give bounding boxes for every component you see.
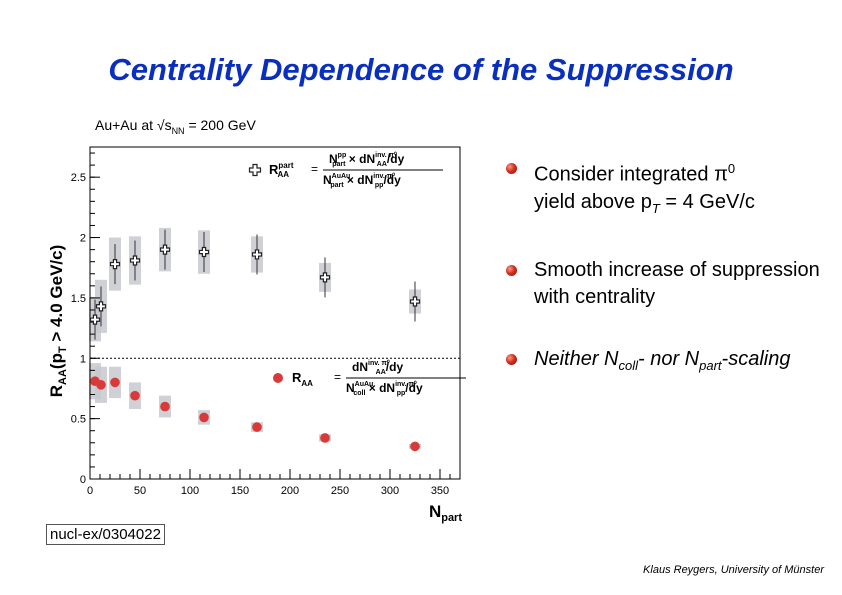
x-axis-label: Npart [429,502,462,524]
y-tick-label: 2.5 [71,172,86,184]
ncoll-marker [160,401,170,412]
legend-npart-marker [248,163,262,177]
ncoll-marker [252,422,262,432]
ncoll-marker [96,380,106,390]
npart-marker [319,272,331,283]
x-tick-label: 150 [231,485,249,497]
npart-marker [409,296,421,307]
y-tick-label: 1 [80,353,86,365]
x-tick-label: 250 [331,485,349,497]
npart-marker [109,259,121,270]
npart-marker [95,301,107,312]
x-tick-label: 200 [281,485,299,497]
bullet-dot-icon [506,163,517,174]
legend-equals: = [311,162,318,176]
x-tick-label: 50 [134,485,146,497]
npart-marker [89,314,101,325]
ncoll-marker [110,377,120,388]
npart-marker [198,246,210,258]
npart-marker [159,244,171,255]
plot-subtitle: Au+Au at √sNN = 200 GeV [95,117,256,136]
legend-lhs: Rpart AA [269,161,294,179]
y-tick-label: 0.5 [71,414,86,426]
bullet-list: Consider integrated π0 yield above pT = … [505,155,835,414]
y-tick-label: 0 [80,474,86,486]
bullet-3: Neither Ncoll- nor Npart-scaling [505,346,835,379]
legend-equals: = [334,370,341,384]
ncoll-marker [130,390,140,401]
raa-vs-npart-plot: 0 0.5 1 1.5 2 2.5 0 50 100 150 200 250 300 350 Rpart A… [47,146,466,524]
ncoll-marker [320,433,330,443]
author-footer: Klaus Reygers, University of Münster [643,564,824,576]
legend-denominator: NAuAu part × dNinv. π⁰ pp/dy [323,172,401,189]
y-axis-label: RAA(pT > 4.0 GeV/c) [47,245,69,398]
npart-marker [129,255,141,266]
plot-frame: 0 0.5 1 1.5 2 2.5 0 50 100 150 200 250 300 350 [71,146,461,497]
ncoll-marker [410,441,420,452]
legend-lhs: RAA [292,370,313,388]
ncoll-marker [199,412,209,423]
slide-title: Centrality Dependence of the Suppression [108,52,734,87]
legend-denominator: NAuAu coll × dNinv. π⁰ pp/dy [346,380,423,397]
x-tick-label: 300 [381,485,399,497]
x-tick-label: 100 [181,485,199,497]
x-tick-label: 350 [431,485,449,497]
npart-marker [251,249,263,260]
y-tick-label: 1.5 [71,293,86,305]
formulas: Rpart AA = Npp part × dNinv. π⁰ AA/dy NAuAu par… [248,151,466,397]
reference-label: nucl-ex/0304022 [46,524,165,545]
plot-frame-box [89,146,461,480]
legend-numerator: Npp part × dNinv. π⁰ AA/dy [329,151,405,168]
y-tick-label: 2 [80,233,86,245]
x-tick-label: 0 [87,485,93,497]
legend-numerator: dNinv. π⁰ AA/dy [352,359,403,376]
bullet-dot-icon [506,264,517,276]
bullet-2: Smooth increase of suppression with cent… [505,257,835,311]
bullet-dot-icon [506,353,517,365]
legend-ncoll-marker [273,373,283,383]
data-markers [89,229,421,452]
axis-labels: Npart RAA(pT > 4.0 GeV/c) [47,245,462,524]
bullet-1: Consider integrated π0 yield above pT = … [505,155,835,222]
